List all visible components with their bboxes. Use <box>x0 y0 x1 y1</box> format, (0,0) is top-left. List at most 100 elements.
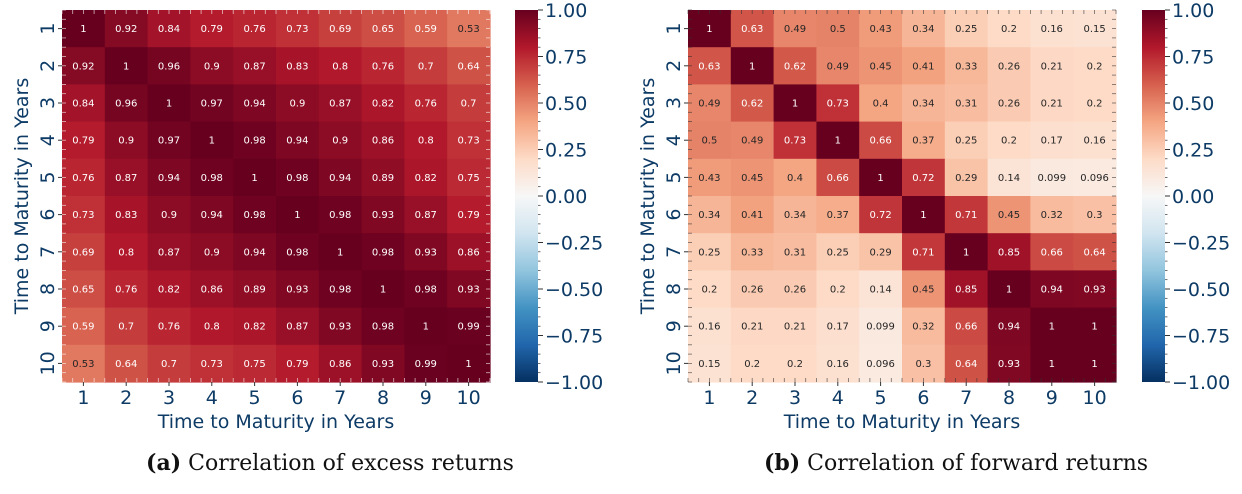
x-axis-title: Time to Maturity in Years <box>783 411 1021 433</box>
cell-value-label: 0.16 <box>827 359 849 370</box>
cell-value-label: 0.49 <box>827 61 849 72</box>
figure-caption: (a) Correlation of excess returns <box>146 450 514 476</box>
cell-value-label: 0.69 <box>72 247 94 258</box>
heatmap-cell <box>233 84 277 123</box>
heatmap-cell <box>688 121 732 160</box>
heatmap-cell <box>104 270 149 309</box>
x-tick-label: 2 <box>120 387 132 409</box>
colorbar-gradient <box>515 10 538 382</box>
colorbar-tick-label: 1.00 <box>1172 0 1214 22</box>
heatmap-cell <box>447 270 491 309</box>
cell-value-label: 0.94 <box>998 322 1020 333</box>
cell-value-label: 0.2 <box>787 359 803 370</box>
heatmap-cell <box>147 307 191 346</box>
cell-value-label: 0.82 <box>372 99 394 110</box>
heatmap-cell <box>318 233 363 271</box>
heatmap-cell <box>104 344 149 383</box>
heatmap-cell <box>233 270 277 309</box>
heatmap-cell <box>859 47 903 85</box>
cell-value-label: 0.2 <box>1001 136 1017 147</box>
cell-value-label: 0.26 <box>741 285 763 296</box>
heatmap-cell <box>318 196 363 234</box>
y-tick-label: 1 <box>37 23 59 35</box>
heatmap-cells: 1 0.92 0.84 0.79 0.76 0.73 0.69 0.65 0.59 0.53 0.9… <box>62 10 491 383</box>
heatmap-cell <box>190 84 234 123</box>
cell-value-label: 0.63 <box>698 61 720 72</box>
heatmap-cell <box>276 270 320 309</box>
cell-value-label: 0.76 <box>372 61 394 72</box>
cell-value-label: 0.15 <box>698 359 720 370</box>
cell-value-label: 0.82 <box>243 322 265 333</box>
cell-value-label: 0.71 <box>912 247 934 258</box>
x-tick-label: 5 <box>249 387 261 409</box>
caption-label: (b) <box>764 450 800 476</box>
cell-value-label: 0.65 <box>72 285 94 296</box>
cell-value-label: 0.76 <box>243 24 265 35</box>
heatmap-cell <box>190 121 234 160</box>
heatmap-cell <box>944 270 989 309</box>
colorbar-tick-label: 0.50 <box>545 93 587 115</box>
heatmap-cell <box>859 10 903 48</box>
heatmap-cell <box>1073 84 1117 123</box>
cell-value-label: 0.45 <box>869 61 891 72</box>
cell-value-label: 0.66 <box>955 322 977 333</box>
colorbar-tick-label: −0.75 <box>1172 326 1230 348</box>
cell-value-label: 0.34 <box>784 210 806 221</box>
heatmap-cell <box>318 84 363 123</box>
heatmap-cell <box>1073 121 1117 160</box>
cell-value-label: 0.87 <box>243 61 265 72</box>
heatmap-cell <box>404 233 448 271</box>
cell-value-label: 0.97 <box>201 99 223 110</box>
cell-value-label: 0.25 <box>827 247 849 258</box>
heatmap-cell <box>62 196 106 234</box>
cell-value-label: 0.94 <box>243 99 265 110</box>
heatmap-cell <box>361 47 405 85</box>
cell-value-label: 0.21 <box>784 322 806 333</box>
heatmap-cell <box>404 270 448 309</box>
heatmap-cell <box>361 84 405 123</box>
cell-value-label: 0.2 <box>744 359 760 370</box>
y-axis-title: Time to Maturity in Years <box>11 78 33 316</box>
cell-value-label: 0.99 <box>457 322 479 333</box>
heatmap-cell <box>816 270 860 309</box>
cell-value-label: 0.94 <box>243 247 265 258</box>
heatmap-cell <box>816 233 860 271</box>
cell-value-label: 0.66 <box>827 173 849 184</box>
heatmap-cell <box>1030 196 1074 234</box>
y-tick-label: 6 <box>663 209 685 221</box>
cell-value-label: 0.16 <box>1083 136 1105 147</box>
cell-value-label: 0.93 <box>372 210 394 221</box>
heatmap-cell <box>104 196 149 234</box>
cell-value-label: 0.2 <box>1001 24 1017 35</box>
heatmap-cell <box>902 47 946 85</box>
cell-value-label: 0.73 <box>784 136 806 147</box>
heatmap-cell <box>730 233 775 271</box>
heatmap-cell <box>190 233 234 271</box>
cell-value-label: 0.83 <box>286 61 308 72</box>
cell-value-label: 0.82 <box>158 285 180 296</box>
heatmap-cell <box>859 158 903 197</box>
heatmap-cell <box>233 121 277 160</box>
cell-value-label: 0.45 <box>912 285 934 296</box>
heatmap-cell <box>773 158 817 197</box>
cell-value-label: 0.26 <box>784 285 806 296</box>
heatmap-cell <box>816 307 860 346</box>
cell-value-label: 0.53 <box>72 359 94 370</box>
heatmap-cell <box>147 84 191 123</box>
x-tick-label: 4 <box>832 387 844 409</box>
cell-value-label: 0.53 <box>457 24 479 35</box>
heatmap-cell <box>233 344 277 383</box>
heatmap-cell <box>404 10 448 48</box>
colorbar-tick-label: −0.25 <box>1172 233 1230 255</box>
cell-value-label: 0.64 <box>115 359 137 370</box>
cell-value-label: 0.5 <box>701 136 717 147</box>
cell-value-label: 0.34 <box>698 210 720 221</box>
x-tick-label: 9 <box>1046 387 1058 409</box>
cell-value-label: 1 <box>423 322 429 333</box>
colorbar-gradient <box>1142 10 1165 382</box>
cell-value-label: 0.62 <box>741 99 763 110</box>
cell-value-label: 0.76 <box>115 285 137 296</box>
y-tick-label: 10 <box>663 351 685 375</box>
heatmap-cells: 1 0.63 0.49 0.5 0.43 0.34 0.25 0.2 0.16 0.15 0.63 1… <box>688 10 1117 383</box>
cell-value-label: 0.29 <box>955 173 977 184</box>
